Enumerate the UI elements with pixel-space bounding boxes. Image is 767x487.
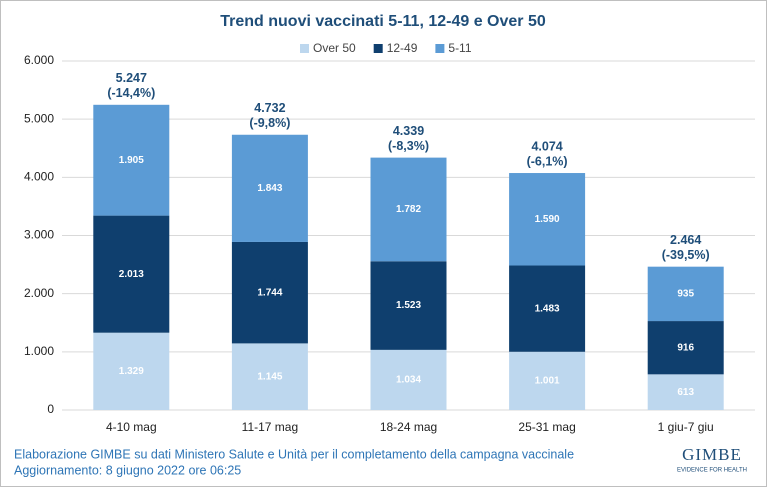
bar-segment	[509, 173, 586, 266]
segment-label: 1.905	[119, 155, 144, 166]
footer-updated: Aggiornamento: 8 giugno 2022 ore 06:25	[14, 463, 241, 477]
total-label: 4.339	[393, 124, 424, 138]
x-tick-label: 25-31 mag	[518, 420, 575, 434]
segment-label: 1.523	[396, 300, 421, 311]
legend-swatch	[435, 44, 445, 53]
bar-segment	[93, 215, 170, 333]
segment-label: 935	[677, 289, 694, 300]
segment-label: 2.013	[119, 269, 144, 280]
y-tick-label: 4.000	[24, 170, 54, 184]
bar-segment	[231, 241, 308, 344]
footer-source: Elaborazione GIMBE su dati Ministero Sal…	[14, 447, 574, 461]
x-tick-label: 4-10 mag	[106, 420, 157, 434]
bar-segment	[370, 157, 447, 262]
change-label: (-9,8%)	[249, 116, 290, 130]
y-tick-label: 1.000	[24, 344, 54, 358]
bar-segment	[647, 321, 724, 375]
x-tick-label: 1 giu-7 giu	[658, 420, 714, 434]
chart-title: Trend nuovi vaccinati 5-11, 12-49 e Over…	[220, 13, 546, 30]
segment-label: 1.145	[257, 371, 282, 382]
legend-label: 5-11	[448, 41, 471, 55]
bar-segment	[93, 104, 170, 216]
segment-label: 1.744	[257, 287, 282, 298]
y-tick-label: 0	[47, 402, 54, 416]
segment-label: 1.001	[535, 376, 560, 387]
change-label: (-6,1%)	[527, 154, 568, 168]
bar-segment	[509, 351, 586, 410]
x-tick-label: 18-24 mag	[380, 420, 437, 434]
y-tick-label: 6.000	[24, 53, 54, 67]
total-label: 4.732	[254, 101, 285, 115]
bar-segment	[231, 343, 308, 410]
segment-label: 1.782	[396, 204, 421, 215]
bar-segment	[647, 374, 724, 410]
bar-segment	[509, 265, 586, 352]
bar-segment	[370, 261, 447, 350]
segment-label: 613	[677, 387, 694, 398]
logo-name: GIMBE	[682, 445, 742, 464]
change-label: (-39,5%)	[662, 248, 710, 262]
logo-tagline: EVIDENCE FOR HEALTH	[677, 468, 747, 474]
y-tick-label: 2.000	[24, 286, 54, 300]
legend-label: 12-49	[387, 41, 418, 55]
x-tick-label: 11-17 mag	[242, 420, 298, 434]
bar-segment	[231, 134, 308, 242]
legend-swatch	[373, 44, 383, 53]
y-tick-label: 5.000	[24, 111, 54, 125]
bar-segment	[370, 349, 447, 410]
legend-label: Over 50	[313, 41, 356, 55]
segment-label: 1.590	[535, 214, 560, 225]
bar-segment	[647, 266, 724, 322]
change-label: (-14,4%)	[107, 86, 155, 100]
y-tick-label: 3.000	[24, 228, 54, 242]
total-label: 4.074	[531, 139, 562, 153]
total-label: 2.464	[670, 233, 701, 247]
segment-label: 1.329	[119, 366, 144, 377]
segment-label: 1.034	[396, 375, 421, 386]
legend-swatch	[300, 44, 309, 53]
segment-label: 1.843	[257, 183, 282, 194]
total-label: 5.247	[116, 71, 147, 85]
bar-segment	[93, 332, 170, 410]
change-label: (-8,3%)	[388, 139, 429, 153]
segment-label: 1.483	[535, 303, 560, 314]
segment-label: 916	[677, 342, 694, 353]
